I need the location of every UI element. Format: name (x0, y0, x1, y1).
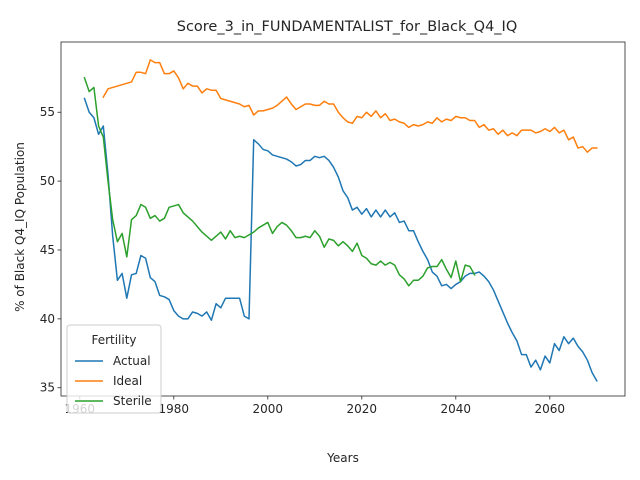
series-line-actual (83, 97, 598, 382)
legend-title: Fertility (91, 333, 136, 347)
legend-box (66, 324, 162, 414)
series-line-ideal (102, 59, 598, 153)
legend-entries: Actual Ideal Sterile (75, 354, 152, 408)
y-tick-label: 55 (40, 105, 55, 119)
x-tick-label: 2040 (441, 402, 472, 416)
y-tick-label: 45 (40, 243, 55, 257)
y-tick-label: 40 (40, 312, 55, 326)
series-line-sterile (83, 76, 476, 287)
x-tick-label: 1980 (159, 402, 190, 416)
x-tick-label: 2060 (535, 402, 566, 416)
legend: Fertility Actual Ideal Sterile (66, 324, 162, 414)
legend-label-actual: Actual (113, 354, 151, 368)
legend-label-sterile: Sterile (113, 394, 152, 408)
axes-frame (60, 41, 626, 397)
x-tick-label: 2000 (253, 402, 284, 416)
y-tick-label: 50 (40, 174, 55, 188)
legend-label-ideal: Ideal (113, 374, 142, 388)
x-axis-label: Years (326, 451, 359, 465)
y-tick-label: 35 (40, 381, 55, 395)
y-axis-label: % of Black Q4_IQ Population (13, 142, 27, 312)
chart-title: Score_3_in_FUNDAMENTALIST_for_Black_Q4_I… (177, 19, 518, 35)
plot-area (83, 59, 598, 382)
axes: 1960198020002020204020603540455055 (40, 41, 626, 416)
x-tick-label: 2020 (347, 402, 378, 416)
